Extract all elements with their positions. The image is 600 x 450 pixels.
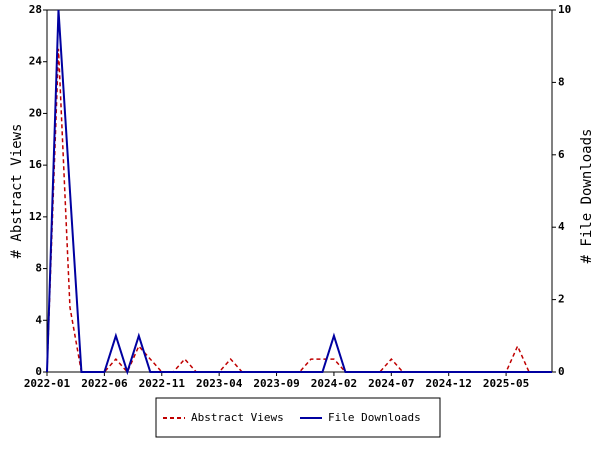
y2-tick-label: 10: [558, 3, 571, 16]
y-tick-label: 16: [29, 158, 43, 171]
y2-tick-label: 4: [558, 220, 565, 233]
x-tick-label: 2023-09: [253, 377, 299, 390]
x-tick-label: 2024-02: [311, 377, 357, 390]
y2-tick-label: 6: [558, 148, 565, 161]
y-tick-label: 12: [29, 210, 42, 223]
y2-tick-label: 0: [558, 365, 565, 378]
x-tick-label: 2024-07: [368, 377, 414, 390]
x-tick-label: 2025-05: [483, 377, 529, 390]
y2-axis-label: # File Downloads: [579, 129, 595, 264]
plot-frame: [46, 9, 553, 373]
y-tick-label: 24: [29, 55, 43, 68]
y-tick-label: 28: [29, 3, 42, 16]
legend-label: Abstract Views: [191, 411, 284, 424]
x-tick-label: 2024-12: [426, 377, 472, 390]
x-tick-label: 2023-04: [196, 377, 243, 390]
data-line: [46, 9, 552, 376]
y-tick-label: 20: [29, 106, 42, 119]
y2-tick-label: 2: [558, 293, 565, 306]
y-axis-label: # Abstract Views: [9, 124, 25, 259]
y-tick-label: 8: [35, 262, 42, 275]
x-tick-label: 2022-01: [24, 377, 71, 390]
x-tick-label: 2022-06: [81, 377, 128, 390]
data-line: [46, 48, 552, 374]
x-tick-label: 2022-11: [139, 377, 186, 390]
legend-label: File Downloads: [328, 411, 421, 424]
y2-tick-label: 8: [558, 75, 565, 88]
y-tick-label: 0: [35, 365, 42, 378]
legend-box: [155, 397, 441, 438]
y-tick-label: 4: [35, 313, 42, 326]
